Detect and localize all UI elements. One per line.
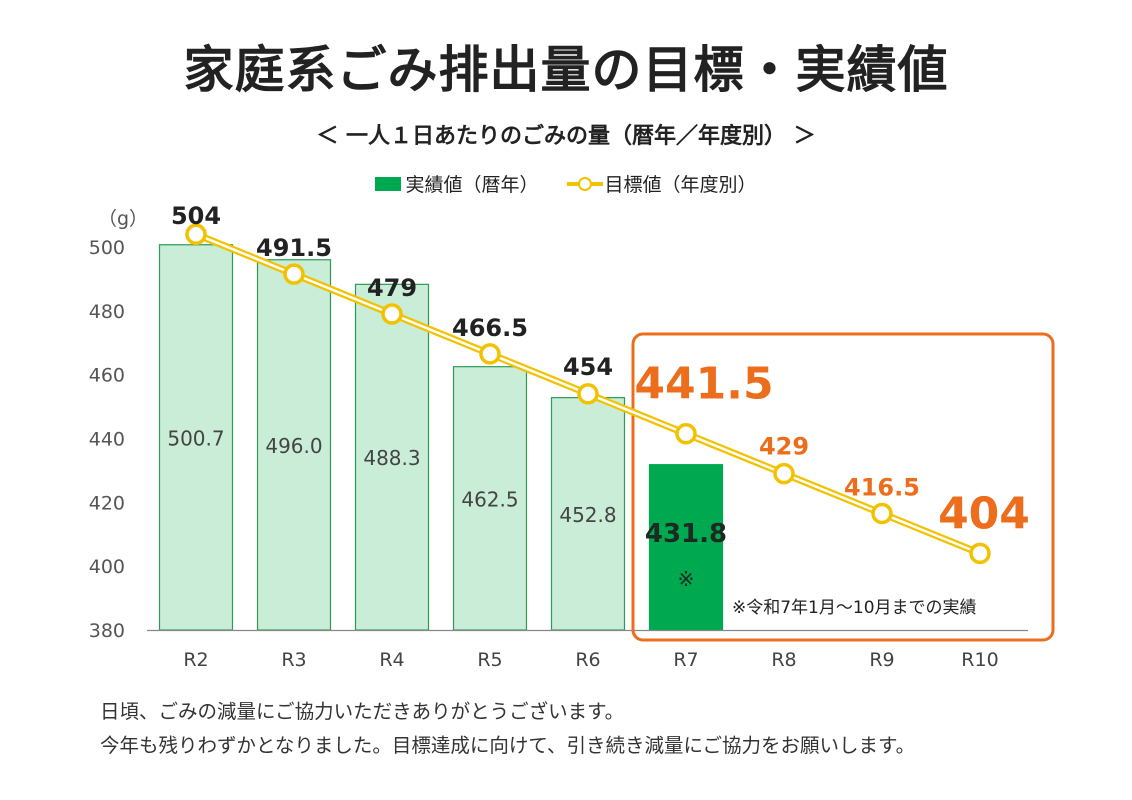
chart-legend: 実績値（暦年） 目標値（年度別） bbox=[0, 170, 1132, 197]
x-tick-label: R5 bbox=[477, 649, 502, 671]
x-tick-label: R3 bbox=[281, 649, 306, 671]
bar-R6 bbox=[550, 397, 626, 631]
bar-value-label: 496.0 bbox=[265, 434, 322, 458]
target-marker-R10 bbox=[969, 542, 991, 565]
bar-note-mark: ※ bbox=[678, 567, 695, 591]
x-tick-label: R7 bbox=[673, 649, 698, 671]
target-value-label: 491.5 bbox=[256, 234, 332, 262]
target-value-label: 441.5 bbox=[634, 359, 773, 410]
bar-value-label: 488.3 bbox=[363, 446, 420, 470]
target-value-label: 429 bbox=[759, 433, 809, 461]
bar-R5 bbox=[452, 366, 528, 631]
target-marker-R7 bbox=[675, 422, 697, 445]
y-tick-label: 460 bbox=[89, 365, 125, 387]
target-marker-R9 bbox=[871, 502, 893, 525]
footer-line-2: 今年も残りわずかとなりました。目標達成に向けて、引き続き減量にご協力をお願いしま… bbox=[100, 734, 916, 757]
chart-plot: 500 480 460 440 420 400 380 500.7 496.0 488.3 462.… bbox=[89, 202, 1055, 671]
target-value-label: 504 bbox=[171, 202, 221, 230]
x-tick-label: R10 bbox=[961, 649, 998, 671]
x-tick-label: R8 bbox=[771, 649, 796, 671]
y-axis-unit: （g） bbox=[98, 208, 149, 230]
target-value-label: 466.5 bbox=[452, 314, 528, 342]
target-marker-R4 bbox=[381, 303, 403, 325]
y-tick-label: 380 bbox=[89, 620, 125, 642]
legend-swatch-line bbox=[566, 176, 603, 192]
bar-value-label: 500.7 bbox=[167, 426, 224, 450]
target-marker-R3 bbox=[283, 263, 305, 285]
target-marker-R8 bbox=[773, 462, 795, 485]
x-tick-label: R4 bbox=[379, 649, 404, 671]
legend-item-target: 目標値（年度別） bbox=[566, 170, 757, 197]
footer-line-1: 日頃、ごみの減量にご協力いただきありがとうございます。 bbox=[100, 700, 625, 723]
x-tick-label: R2 bbox=[183, 649, 208, 671]
target-value-label: 404 bbox=[938, 488, 1030, 539]
y-tick-label: 480 bbox=[89, 301, 125, 323]
page-title: 家庭系ごみ排出量の目標・実績値 bbox=[183, 41, 949, 99]
y-tick-label: 440 bbox=[89, 429, 125, 451]
bar-value-label: 452.8 bbox=[559, 503, 616, 527]
highlight-box bbox=[631, 332, 1055, 642]
y-tick-label: 500 bbox=[89, 237, 125, 259]
x-tick-label: R9 bbox=[869, 649, 894, 671]
bar-value-label: 431.8 bbox=[645, 519, 727, 549]
target-marker-R2 bbox=[185, 223, 207, 245]
chart-note: ※令和7年1月〜10月までの実績 bbox=[732, 598, 977, 618]
target-value-label: 479 bbox=[367, 274, 417, 302]
y-tick-label: 420 bbox=[89, 492, 125, 514]
footer-message: 日頃、ごみの減量にご協力いただきありがとうございます。 今年も残りわずかとなりま… bbox=[100, 695, 915, 763]
bar-R7 bbox=[648, 464, 724, 631]
x-tick-label: R6 bbox=[575, 649, 600, 671]
y-tick-label: 400 bbox=[89, 556, 125, 578]
bar-value-label: 462.5 bbox=[461, 487, 518, 511]
target-marker-R5 bbox=[479, 343, 501, 365]
legend-label-target: 目標値（年度別） bbox=[604, 174, 757, 196]
target-marker-R6 bbox=[577, 383, 599, 405]
target-value-label: 454 bbox=[563, 353, 613, 381]
legend-swatch-bar bbox=[375, 176, 402, 191]
legend-label-actual: 実績値（暦年） bbox=[405, 174, 539, 196]
chart-subtitle: ＜ 一人１日あたりのごみの量（暦年／年度別） ＞ bbox=[316, 124, 816, 149]
bar-R2 bbox=[158, 244, 234, 631]
target-value-label: 416.5 bbox=[844, 474, 920, 502]
legend-item-actual: 実績値（暦年） bbox=[375, 170, 539, 197]
